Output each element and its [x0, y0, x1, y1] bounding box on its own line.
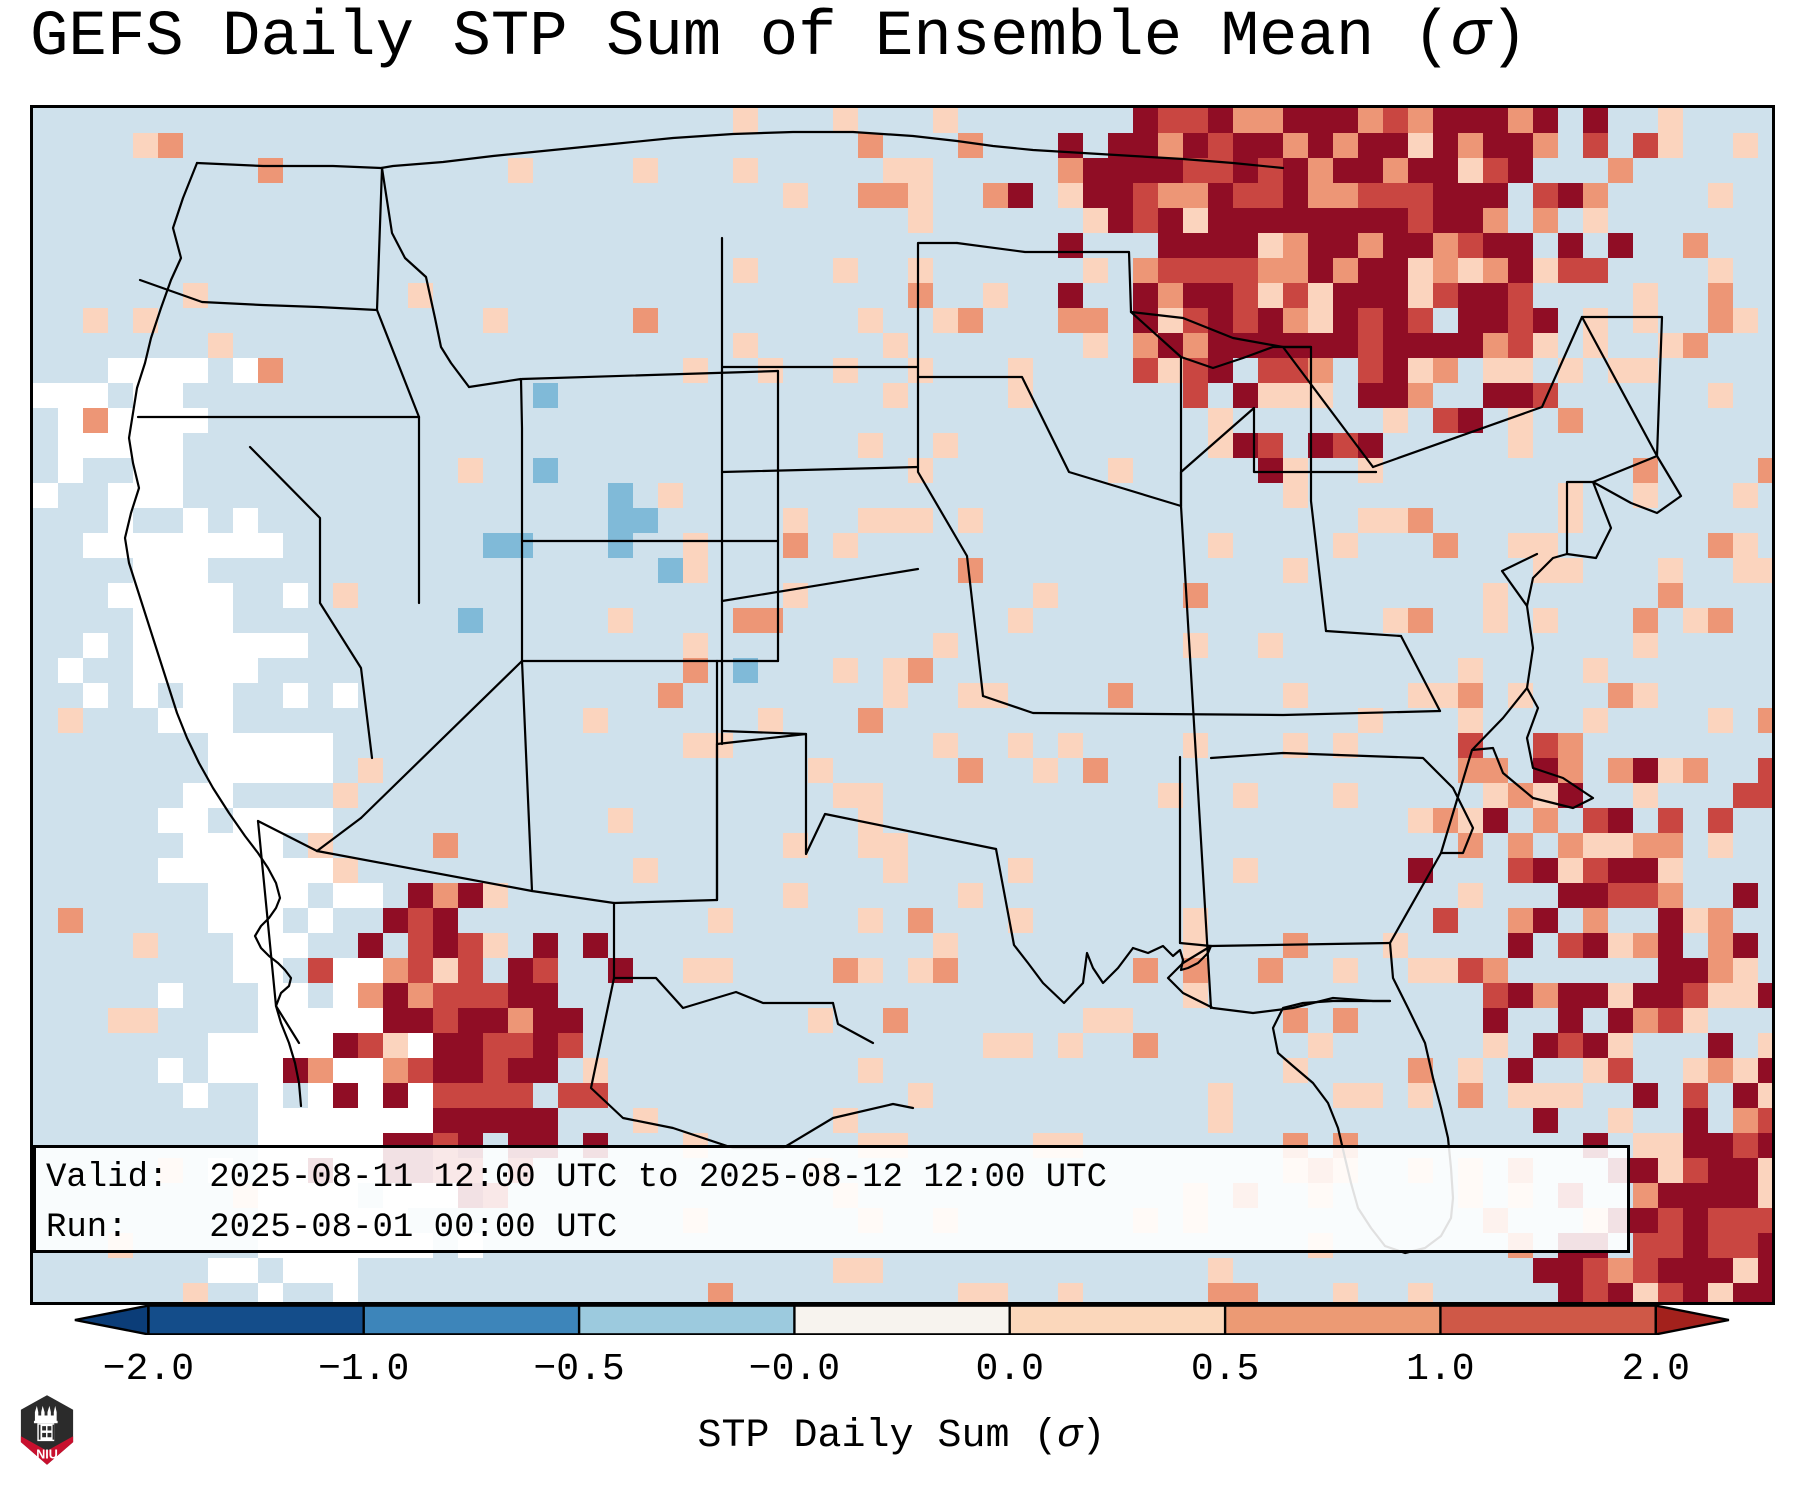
- svg-text:NIU: NIU: [36, 1448, 58, 1462]
